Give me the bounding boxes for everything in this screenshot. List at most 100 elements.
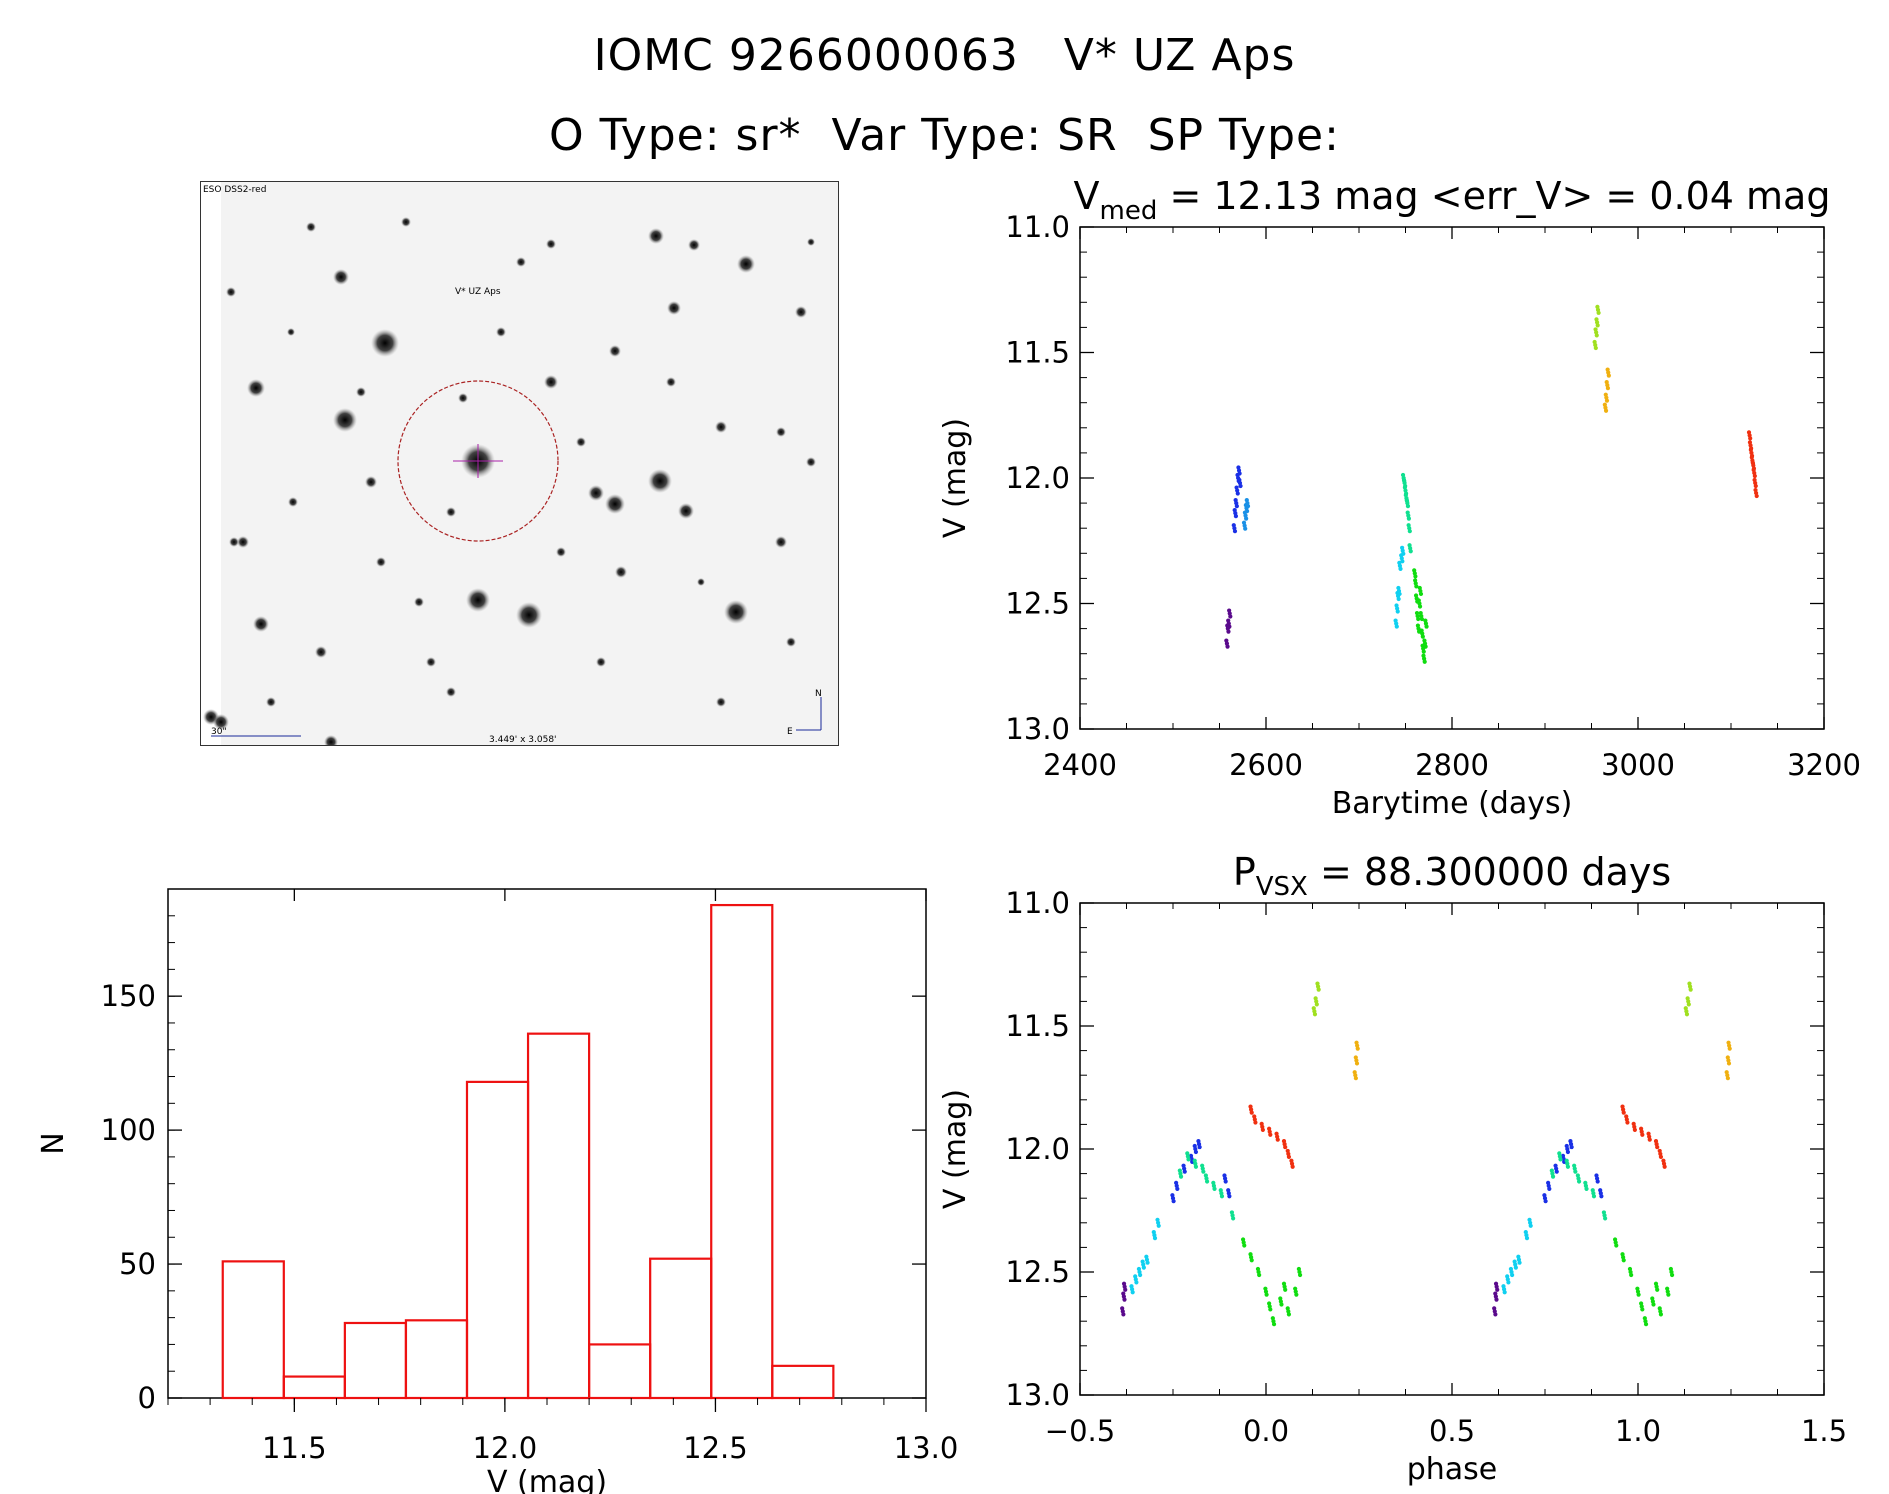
survey-label: ESO DSS2-red (203, 185, 266, 195)
field-star (737, 255, 755, 273)
x-tick-label: 12.0 (473, 1431, 538, 1465)
data-point (1228, 614, 1233, 619)
field-star (446, 687, 456, 697)
data-point (1658, 1312, 1664, 1317)
data-point (1754, 493, 1759, 499)
data-point (1420, 634, 1425, 639)
data-point (1584, 1186, 1589, 1191)
data-point (1510, 1272, 1515, 1278)
data-point (1625, 1120, 1630, 1125)
data-point (1725, 1076, 1730, 1081)
finder-chart-image: ESO DSS2-red V* UZ Aps 30" 3.449' x 3.05… (200, 181, 839, 746)
data-point (1524, 1236, 1530, 1241)
figure-header: IOMC 9266000063 V* UZ Aps O Type: sr* Va… (0, 0, 1889, 170)
data-point (1655, 1144, 1660, 1150)
data-point (1238, 483, 1243, 489)
data-point (1141, 1265, 1146, 1270)
field-star (724, 600, 748, 624)
data-point (1517, 1260, 1522, 1265)
data-point (1286, 1312, 1292, 1317)
y-tick-label: 50 (119, 1247, 156, 1281)
field-star (596, 657, 606, 667)
field-star (324, 735, 338, 745)
data-point (1171, 1199, 1176, 1204)
data-point (1271, 1322, 1277, 1327)
data-point (1629, 1272, 1634, 1278)
x-tick-label: 3000 (1601, 748, 1675, 782)
field-star (333, 408, 357, 432)
data-point (1406, 516, 1411, 521)
y-tick-label: 12.0 (1005, 461, 1070, 495)
field-star (544, 375, 558, 389)
plot-frame (1079, 226, 1825, 730)
data-point (1186, 1157, 1191, 1162)
data-point (1752, 473, 1757, 479)
field-star (466, 588, 490, 612)
x-axis-label: phase (1407, 1452, 1498, 1487)
data-point (1422, 659, 1427, 664)
data-point (1636, 1292, 1641, 1297)
data-point (1237, 471, 1242, 476)
data-point (1249, 1258, 1254, 1263)
data-point (1355, 1046, 1360, 1051)
histogram-bar (588, 1343, 652, 1400)
y-tick-label: 12.0 (1005, 1132, 1070, 1166)
field-star (609, 345, 621, 357)
data-point (1502, 1290, 1507, 1295)
series-red (1746, 430, 1759, 499)
data-point (1145, 1260, 1150, 1265)
y-axis-label: V (mag) (938, 418, 973, 538)
data-point (1353, 1076, 1358, 1081)
data-point (1223, 1179, 1228, 1184)
data-point (1201, 1169, 1206, 1174)
y-tick-label: 11.5 (1005, 1009, 1070, 1043)
object-title: IOMC 9266000063 V* UZ Aps (593, 30, 1296, 81)
field-star (226, 287, 236, 297)
data-point (1138, 1272, 1143, 1278)
north-label: N (815, 689, 822, 699)
data-point (1494, 1297, 1499, 1302)
series-cyan (1129, 1217, 1533, 1295)
series-blue (1170, 1138, 1604, 1204)
data-point (1314, 1002, 1319, 1007)
data-point (1658, 1154, 1664, 1160)
data-point (1396, 596, 1401, 602)
series-purple (1120, 1281, 1500, 1317)
field-star (516, 257, 526, 267)
data-point (1513, 1265, 1518, 1270)
y-tick-label: 11.0 (1005, 886, 1070, 920)
data-point (1294, 1292, 1299, 1297)
data-point (1413, 574, 1418, 579)
data-point (1414, 584, 1419, 589)
field-star (715, 421, 727, 433)
plot-title: Vmed = 12.13 mag <err_V> = 0.04 mag (1074, 174, 1831, 226)
data-point (1640, 1307, 1645, 1312)
y-axis-label: N (36, 1132, 71, 1154)
data-point (1286, 1154, 1292, 1160)
data-point (1632, 1127, 1637, 1132)
data-point (1227, 624, 1232, 629)
field-star (237, 536, 249, 548)
field-star (426, 657, 436, 667)
field-star (288, 497, 298, 507)
data-point (1197, 1144, 1202, 1150)
field-star (371, 329, 399, 357)
field-star (807, 238, 815, 246)
field-star (697, 578, 705, 586)
field-star (458, 393, 468, 403)
series-amber (1602, 367, 1611, 413)
histogram-plot: 11.5 12.0 12.5 13.0 0 50 100 150 V (mag) N (36, 888, 958, 1494)
y-tick-label: 13.0 (1005, 1378, 1070, 1412)
field-star (667, 301, 681, 315)
field-star (365, 476, 377, 488)
x-tick-label: 0.0 (1243, 1414, 1289, 1448)
target-circle (397, 380, 559, 542)
lightcurve-plot: 2400 2600 2800 3000 3200 11.0 11.5 12.0 12.5 13.0… (938, 174, 1861, 821)
data-point (1253, 1120, 1258, 1125)
data-point (1594, 333, 1599, 338)
plot-frame (167, 888, 927, 1399)
field-star (776, 427, 786, 437)
data-point (1550, 1174, 1556, 1179)
data-point (1614, 1243, 1619, 1248)
series-sky (1241, 498, 1251, 531)
